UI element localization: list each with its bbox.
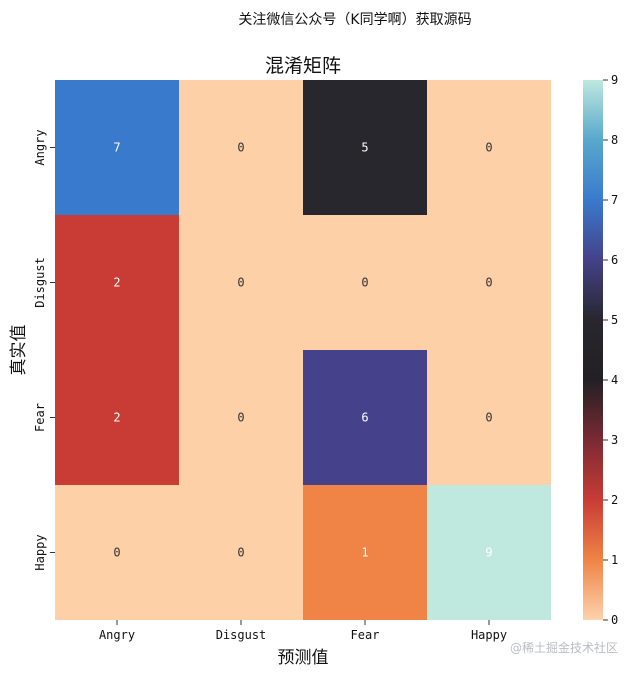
colorbar-tick-label: 1 (611, 553, 618, 567)
y-tick-label: Angry (33, 129, 47, 165)
heatmap-cells (55, 80, 551, 620)
y-tick-label: Disgust (33, 257, 47, 308)
colorbar-tick-label: 0 (611, 613, 618, 627)
heatmap-cell (55, 80, 179, 215)
page-caption: 关注微信公众号（K同学啊）获取源码 (238, 12, 471, 28)
colorbar-tick-label: 9 (611, 73, 618, 87)
cell-value-label: 6 (361, 411, 368, 425)
cell-value-label: 0 (113, 546, 120, 560)
cell-value-label: 0 (237, 546, 244, 560)
cell-value-label: 2 (113, 276, 120, 290)
colorbar-tick-label: 6 (611, 253, 618, 267)
y-tick-label: Fear (33, 403, 47, 432)
heatmap-cell (427, 80, 551, 215)
cell-value-label: 0 (237, 141, 244, 155)
chart-title: 混淆矩阵 (265, 55, 341, 77)
heatmap-cell (427, 350, 551, 485)
colorbar-tick-label: 8 (611, 133, 618, 147)
cell-value-label: 0 (237, 411, 244, 425)
cell-value-label: 0 (485, 411, 492, 425)
colorbar (583, 80, 603, 620)
cell-value-label: 2 (113, 411, 120, 425)
cell-value-label: 0 (361, 276, 368, 290)
y-tick-label: Happy (33, 534, 47, 570)
x-tick-label: Fear (351, 628, 380, 642)
colorbar-tick-labels: 0 1 2 3 4 5 6 7 8 9 (603, 73, 618, 627)
heatmap-cell (55, 485, 179, 620)
watermark: @稀土掘金技术社区 (510, 640, 618, 655)
heatmap-cell (303, 215, 427, 350)
colorbar-tick-label: 5 (611, 313, 618, 327)
y-axis-label: 真实值 (9, 325, 29, 376)
x-axis-label: 预测值 (278, 648, 329, 668)
heatmap-cell (303, 350, 427, 485)
y-tick-labels: Angry Disgust Fear Happy (33, 129, 55, 571)
colorbar-tick-label: 2 (611, 493, 618, 507)
cell-value-label: 0 (237, 276, 244, 290)
cell-value-label: 1 (361, 546, 368, 560)
heatmap-cell (55, 350, 179, 485)
cell-value-label: 5 (361, 141, 368, 155)
x-tick-label: Disgust (216, 628, 267, 642)
heatmap-cell (303, 485, 427, 620)
colorbar-tick-label: 4 (611, 373, 618, 387)
x-tick-label: Angry (99, 628, 135, 642)
heatmap-cell (427, 215, 551, 350)
heatmap-cell (179, 350, 303, 485)
heatmap-cell (179, 80, 303, 215)
heatmap-cell-labels: 7 0 5 0 2 0 0 0 2 0 6 0 0 0 1 9 (113, 141, 492, 560)
x-tick-label: Happy (471, 628, 507, 642)
x-tick-labels: Angry Disgust Fear Happy (99, 620, 507, 642)
heatmap-cell (179, 215, 303, 350)
colorbar-tick-label: 7 (611, 193, 618, 207)
colorbar-tick-label: 3 (611, 433, 618, 447)
heatmap-cell (303, 80, 427, 215)
heatmap-cell (55, 215, 179, 350)
cell-value-label: 9 (485, 546, 492, 560)
cell-value-label: 0 (485, 276, 492, 290)
heatmap-cell (179, 485, 303, 620)
heatmap-cell (427, 485, 551, 620)
cell-value-label: 7 (113, 141, 120, 155)
cell-value-label: 0 (485, 141, 492, 155)
